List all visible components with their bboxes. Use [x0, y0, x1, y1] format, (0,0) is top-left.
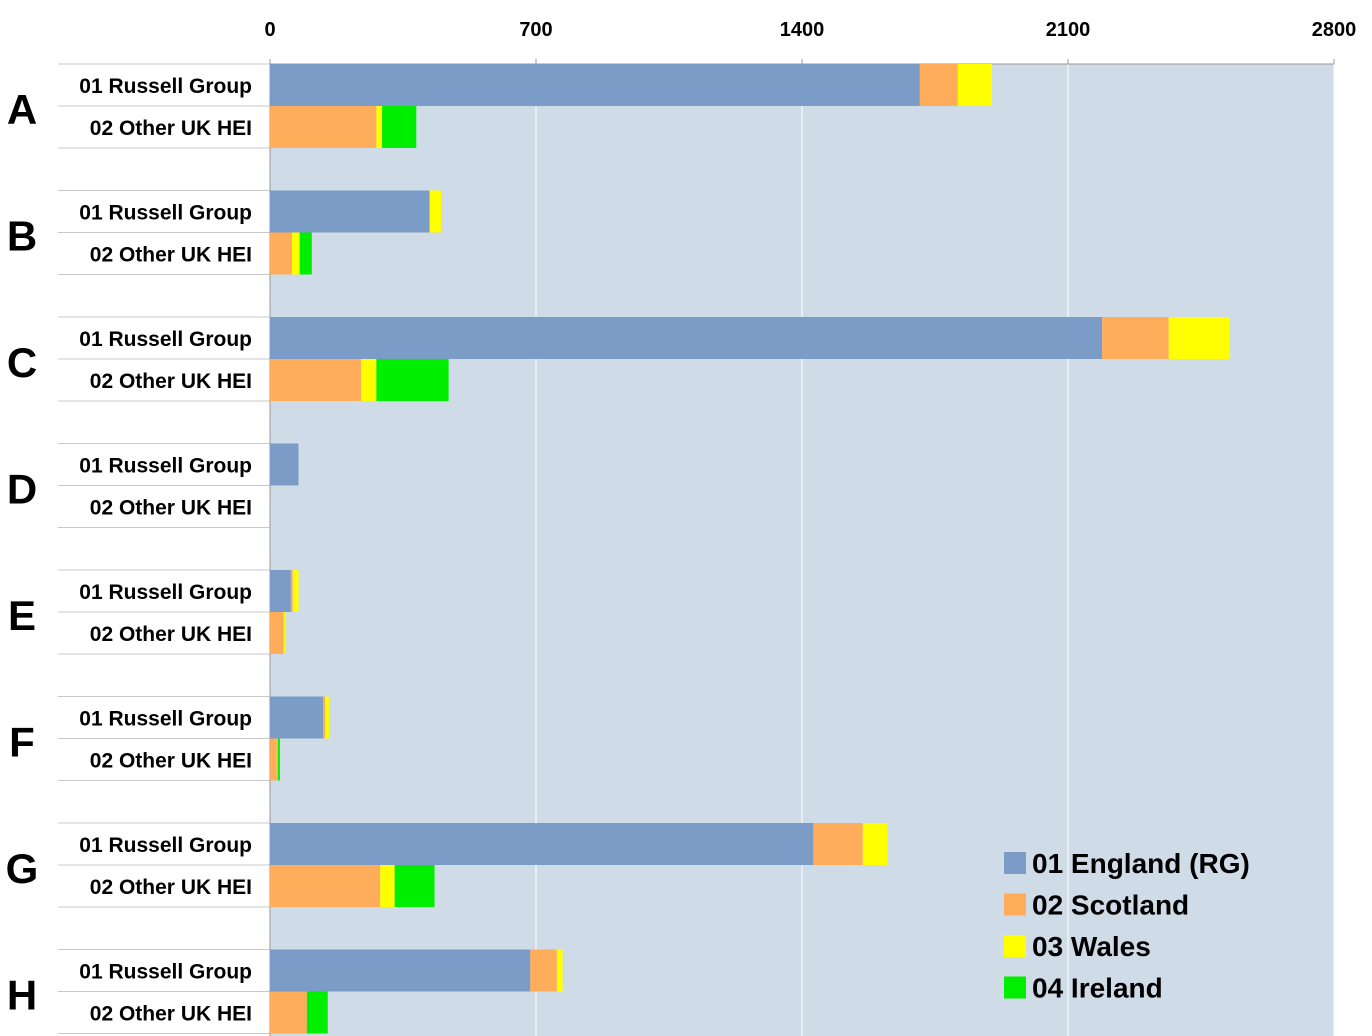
bar-segment: [1102, 317, 1169, 359]
group-label: C: [7, 339, 37, 386]
bar-segment: [862, 823, 888, 865]
bar-segment: [292, 570, 299, 612]
row-label: 01 Russell Group: [79, 708, 252, 731]
legend-label: 02 Scotland: [1032, 890, 1189, 921]
bar-segment: [323, 696, 326, 739]
bar-segment: [292, 232, 300, 275]
bar-segment: [270, 949, 531, 992]
row-label: 01 Russell Group: [79, 202, 252, 225]
bar-segment: [376, 359, 449, 401]
group-label: F: [9, 719, 35, 766]
bar-segment: [299, 232, 312, 275]
legend-label: 01 England (RG): [1032, 848, 1250, 879]
x-tick-label: 1400: [780, 19, 825, 41]
row-label: 02 Other UK HEI: [90, 370, 252, 393]
legend-label: 03 Wales: [1032, 931, 1151, 962]
row-label: 01 Russell Group: [79, 834, 252, 857]
bar-segment: [283, 612, 286, 654]
legend-swatch: [1004, 893, 1026, 916]
bar-segment: [270, 823, 814, 865]
bar-segment: [919, 64, 958, 106]
row-label: 02 Other UK HEI: [90, 244, 252, 267]
bar-segment: [530, 949, 557, 992]
bar-segment: [270, 865, 381, 907]
row-label: 01 Russell Group: [79, 328, 252, 351]
row-label: 01 Russell Group: [79, 455, 252, 478]
row-label: 02 Other UK HEI: [90, 876, 252, 899]
bar-segment: [1168, 317, 1230, 359]
bar-segment: [306, 991, 328, 1034]
row-label: 02 Other UK HEI: [90, 497, 252, 520]
bar-segment: [270, 570, 291, 612]
bar-segment: [556, 949, 563, 992]
group-label: B: [7, 213, 37, 260]
bar-segment: [270, 612, 284, 654]
bars: [270, 64, 1230, 1034]
bar-segment: [376, 106, 383, 148]
group-label: G: [6, 845, 39, 892]
legend-label: 04 Ireland: [1032, 973, 1163, 1004]
row-label: 02 Other UK HEI: [90, 750, 252, 773]
group-label: A: [7, 86, 37, 133]
row-label: 02 Other UK HEI: [90, 117, 252, 140]
group-label: H: [7, 972, 37, 1019]
bar-segment: [270, 738, 277, 781]
bar-segment: [270, 106, 377, 148]
bar-segment: [270, 443, 299, 486]
bar-segment: [957, 64, 992, 106]
row-label: 01 Russell Group: [79, 75, 252, 98]
group-label: E: [8, 592, 36, 639]
bar-segment: [429, 190, 441, 233]
bar-segment: [325, 696, 329, 739]
bar-segment: [270, 190, 430, 233]
x-tick-label: 2800: [1312, 19, 1357, 41]
bar-segment: [290, 570, 293, 612]
bar-segment: [277, 738, 280, 781]
category-labels: A 01 Russell Group 02 Other UK HEI B 01 Russ…: [6, 63, 270, 1034]
row-label: 02 Other UK HEI: [90, 623, 252, 646]
bar-segment: [270, 64, 920, 106]
legend-swatch: [1004, 976, 1026, 999]
bar-segment: [361, 359, 377, 401]
x-tick-label: 2100: [1046, 19, 1091, 41]
bar-segment: [276, 738, 278, 781]
bar-segment: [270, 991, 307, 1034]
group-label: D: [7, 466, 37, 513]
legend: 01 England (RG) 02 Scotland 03 Wales 04 Ire…: [1004, 848, 1250, 1004]
row-label: 02 Other UK HEI: [90, 1003, 252, 1026]
x-tick-label: 700: [519, 19, 552, 41]
bar-segment: [382, 106, 417, 148]
bar-segment: [813, 823, 863, 865]
x-tick-label: 0: [264, 19, 275, 41]
bar-segment: [270, 317, 1103, 359]
bar-segment: [394, 865, 435, 907]
row-label: 01 Russell Group: [79, 961, 252, 984]
bar-segment: [270, 696, 324, 739]
bar-segment: [270, 232, 293, 275]
bar-segment: [270, 359, 362, 401]
legend-swatch: [1004, 852, 1026, 874]
legend-swatch: [1004, 935, 1026, 957]
row-label: 01 Russell Group: [79, 581, 252, 604]
plot-area: [270, 64, 1335, 1036]
bar-segment: [380, 865, 395, 907]
